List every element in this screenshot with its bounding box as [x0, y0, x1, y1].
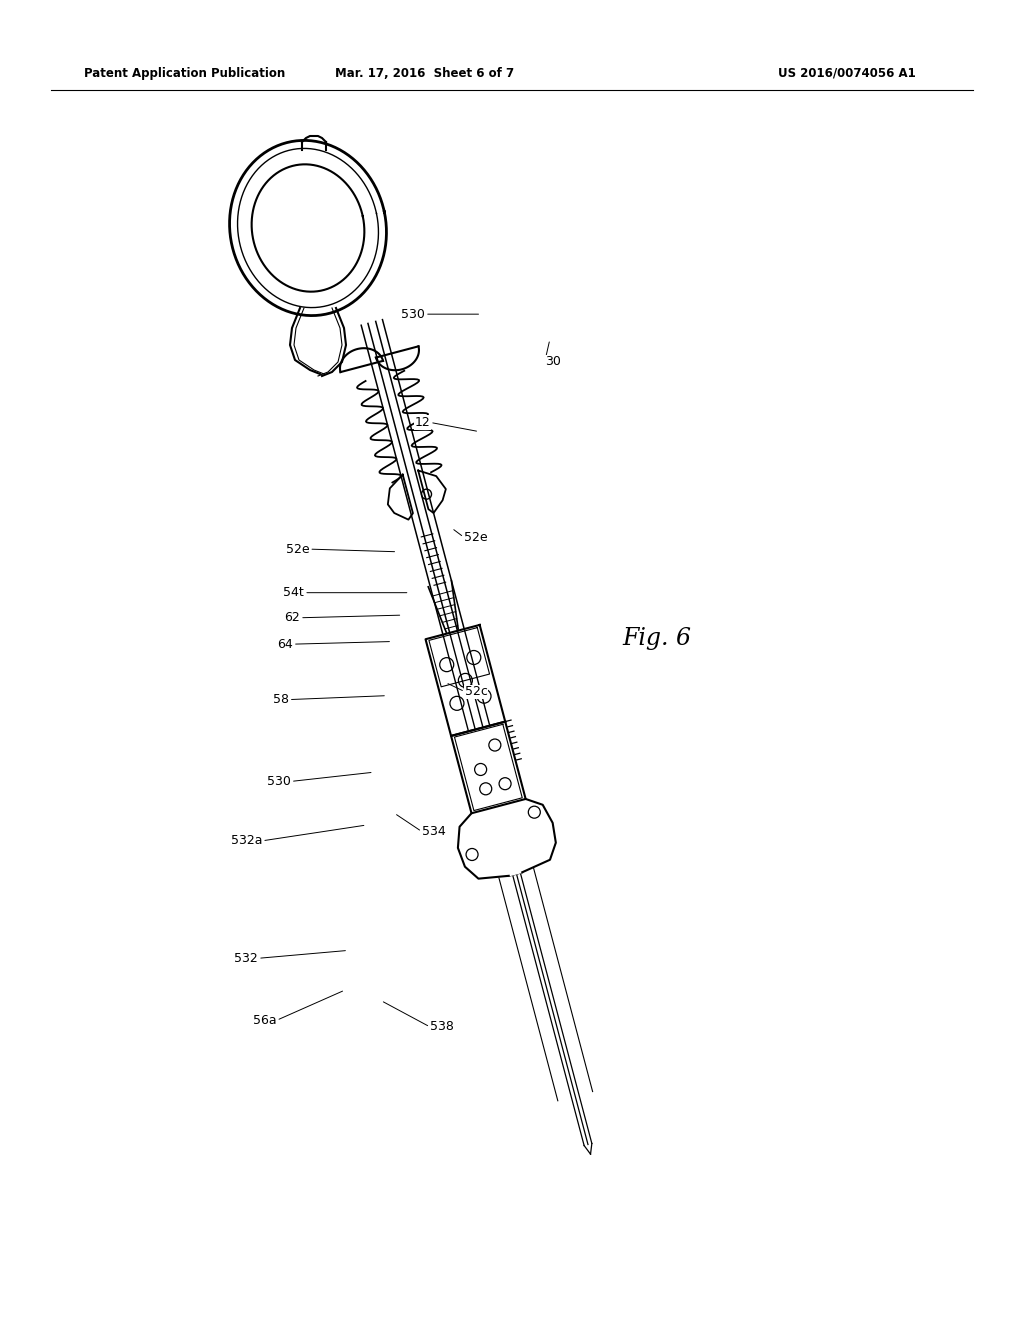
Text: Patent Application Publication: Patent Application Publication	[84, 67, 286, 79]
Polygon shape	[426, 624, 505, 737]
Text: 56a: 56a	[253, 1014, 276, 1027]
Text: 52e: 52e	[286, 543, 309, 556]
Text: 538: 538	[430, 1020, 454, 1034]
Text: 532a: 532a	[230, 834, 262, 847]
Text: 64: 64	[278, 638, 293, 651]
Text: 30: 30	[545, 355, 561, 368]
Text: 532: 532	[234, 952, 258, 965]
Text: 530: 530	[267, 775, 291, 788]
Text: 58: 58	[272, 693, 289, 706]
Text: 52e: 52e	[464, 531, 487, 544]
Polygon shape	[458, 799, 556, 879]
Text: 534: 534	[422, 825, 445, 838]
Text: 52c: 52c	[465, 685, 487, 698]
Polygon shape	[452, 722, 525, 813]
Text: 12: 12	[415, 416, 430, 429]
Text: 54t: 54t	[284, 586, 304, 599]
Text: Fig. 6: Fig. 6	[623, 627, 691, 651]
Text: Mar. 17, 2016  Sheet 6 of 7: Mar. 17, 2016 Sheet 6 of 7	[336, 67, 514, 79]
Text: US 2016/0074056 A1: US 2016/0074056 A1	[778, 67, 916, 79]
Text: 530: 530	[401, 308, 425, 321]
Text: 62: 62	[285, 611, 300, 624]
